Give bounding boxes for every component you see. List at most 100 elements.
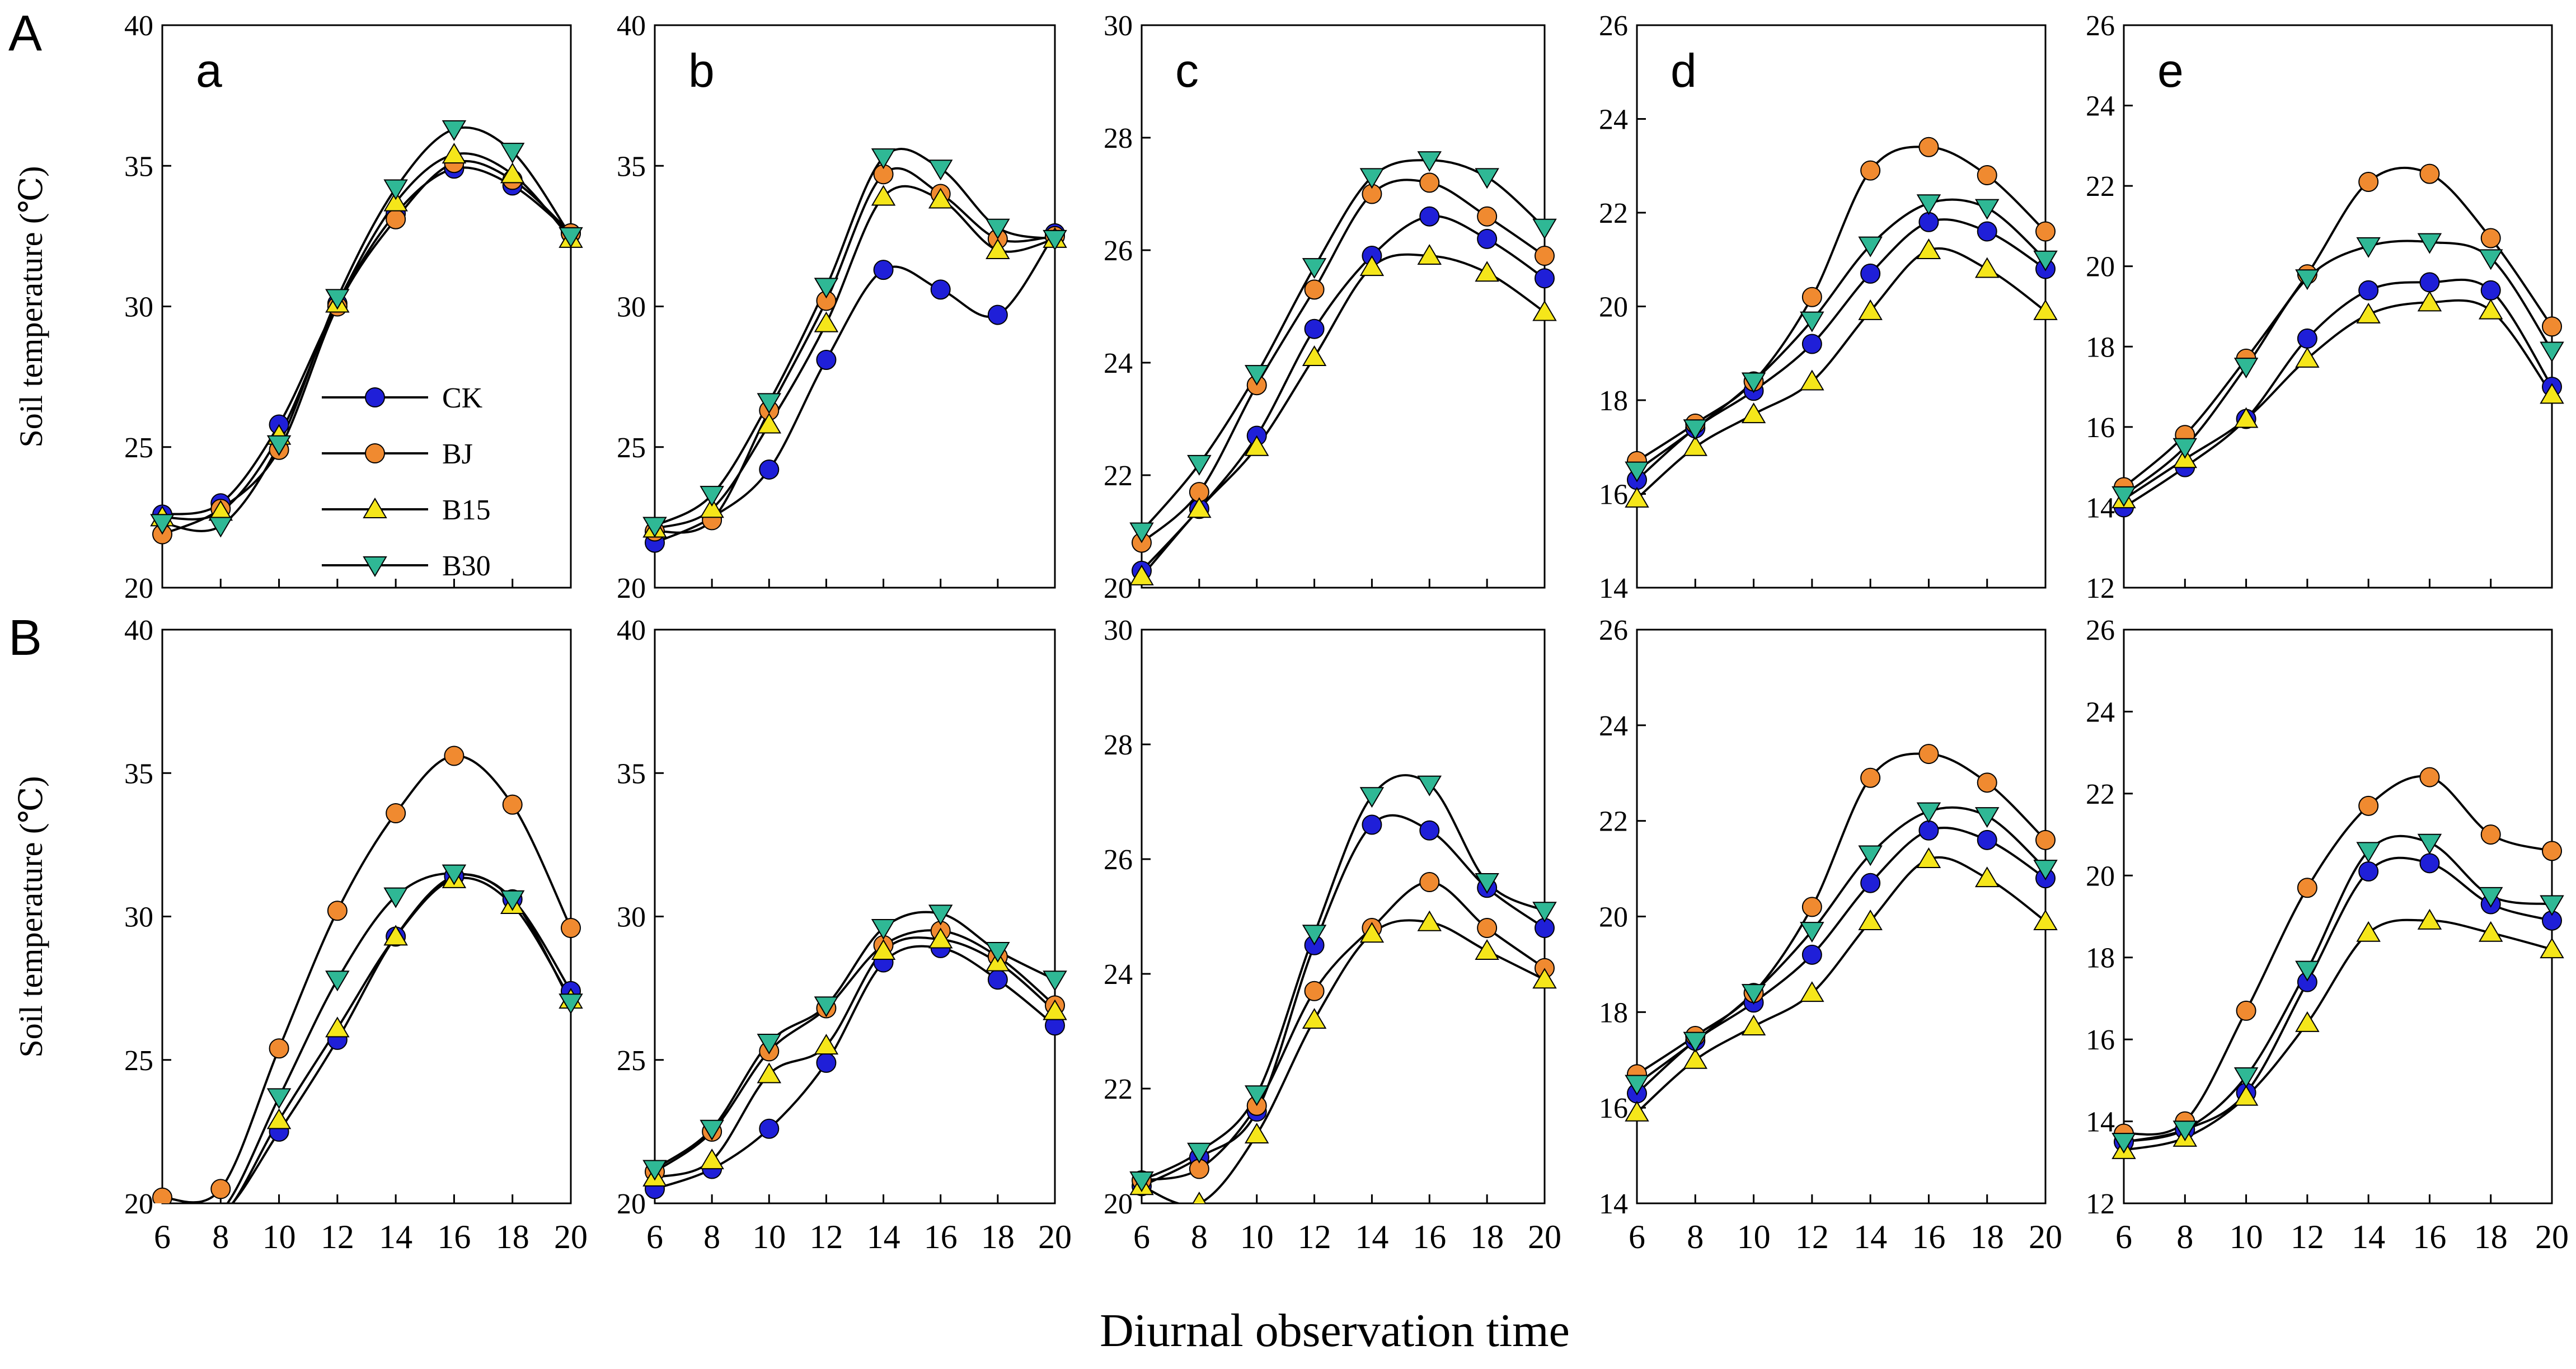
point-ck bbox=[1918, 212, 1939, 232]
y-tick-label: 20 bbox=[617, 1188, 646, 1220]
y-tick-label: 40 bbox=[617, 10, 646, 42]
point-b30 bbox=[1532, 902, 1557, 923]
point-b15 bbox=[2478, 921, 2503, 942]
point-ck bbox=[2419, 272, 2440, 293]
point-bj bbox=[1419, 172, 1440, 193]
plot-area bbox=[642, 904, 1067, 1199]
y-tick-label: 30 bbox=[1104, 615, 1133, 646]
series-line-b15 bbox=[1141, 253, 1546, 578]
point-b30 bbox=[1417, 151, 1442, 172]
series-line-ck bbox=[1141, 814, 1546, 1188]
point-b15 bbox=[1916, 238, 1941, 259]
point-b30 bbox=[757, 1034, 782, 1054]
point-b30 bbox=[1741, 984, 1766, 1005]
panel-letter: e bbox=[2157, 44, 2184, 97]
point-b15 bbox=[2033, 909, 2058, 931]
x-tick-label: 20 bbox=[1038, 1218, 1072, 1255]
point-b15 bbox=[1302, 345, 1327, 366]
plot-frame bbox=[161, 629, 572, 1204]
y-tick-label: 28 bbox=[1104, 729, 1133, 761]
x-tick-label: 16 bbox=[437, 1218, 471, 1255]
y-tick-label: 14 bbox=[1599, 1188, 1628, 1220]
point-b30 bbox=[325, 971, 350, 992]
point-ck bbox=[1977, 829, 1997, 850]
x-tick-label: 6 bbox=[646, 1218, 663, 1255]
panel-b-3: 20 22 24 26 28 30 6 8 10 12 14 16 18 20 bbox=[1104, 615, 1561, 1255]
plot-area bbox=[1625, 137, 2058, 508]
y-tick-label: 25 bbox=[617, 432, 646, 464]
point-bj bbox=[2035, 829, 2056, 850]
y-tick-label: 40 bbox=[124, 10, 153, 42]
point-b30 bbox=[383, 887, 408, 908]
point-b15 bbox=[986, 238, 1010, 259]
point-b30 bbox=[1043, 971, 1067, 992]
plot-area bbox=[2112, 767, 2564, 1159]
y-tick-label: 18 bbox=[2086, 331, 2115, 363]
series-line-b30 bbox=[2123, 834, 2552, 1143]
point-b15 bbox=[1800, 369, 1824, 391]
point-b30 bbox=[500, 890, 525, 911]
y-tick-label: 26 bbox=[1104, 235, 1133, 267]
point-b30 bbox=[642, 1160, 667, 1181]
point-ck bbox=[1304, 318, 1325, 339]
point-bj bbox=[327, 901, 348, 921]
panel-letter: a bbox=[196, 44, 222, 97]
point-b30 bbox=[1244, 1085, 1269, 1107]
point-b30 bbox=[559, 993, 583, 1015]
point-b30 bbox=[442, 864, 467, 885]
x-tick-label: 8 bbox=[703, 1218, 720, 1255]
panel-a-1: 20 25 30 35 40 a CK BJ B15 B30 bbox=[124, 10, 583, 604]
point-b30 bbox=[642, 517, 667, 538]
point-bj bbox=[1304, 981, 1325, 1001]
y-tick-label: 30 bbox=[124, 292, 153, 324]
point-b30 bbox=[1916, 194, 1941, 215]
x-tick-label: 16 bbox=[2413, 1218, 2446, 1255]
point-b30 bbox=[871, 919, 896, 940]
point-b15 bbox=[442, 143, 467, 164]
series-line-b30 bbox=[654, 148, 1055, 527]
point-b30 bbox=[2540, 341, 2564, 363]
y-tick-label: 18 bbox=[1599, 997, 1628, 1029]
plot-frame bbox=[1636, 24, 2047, 589]
y-tick-label: 14 bbox=[1599, 573, 1628, 604]
point-b15 bbox=[1417, 910, 1442, 931]
legend-label-bj: BJ bbox=[442, 438, 473, 470]
x-tick-label: 20 bbox=[554, 1218, 588, 1255]
y-tick-label: 22 bbox=[2086, 171, 2115, 203]
y-tick-label: 25 bbox=[617, 1045, 646, 1077]
point-b15 bbox=[1625, 486, 1649, 508]
point-b15 bbox=[1683, 435, 1708, 456]
point-b30 bbox=[2295, 960, 2320, 982]
point-b15 bbox=[871, 185, 896, 206]
y-tick-label: 26 bbox=[2086, 615, 2115, 646]
y-tick-label: 30 bbox=[617, 902, 646, 934]
point-b15 bbox=[325, 1016, 350, 1038]
point-ck bbox=[1977, 221, 1997, 242]
y-tick-label: 26 bbox=[1104, 844, 1133, 876]
point-bj bbox=[386, 803, 406, 823]
y-tick-label: 18 bbox=[1599, 385, 1628, 417]
y-tick-label: 40 bbox=[617, 615, 646, 646]
point-bj bbox=[502, 794, 523, 815]
point-b15 bbox=[757, 1062, 782, 1084]
row-label-a: A bbox=[8, 6, 42, 62]
point-bj bbox=[561, 918, 581, 938]
point-b30 bbox=[1129, 522, 1154, 543]
x-tick-label: 10 bbox=[1240, 1218, 1274, 1255]
point-b15 bbox=[1974, 257, 2000, 278]
point-b15 bbox=[1683, 1048, 1708, 1069]
point-b15 bbox=[2540, 937, 2564, 959]
point-b15 bbox=[2234, 1085, 2259, 1106]
point-b15 bbox=[1625, 1100, 1649, 1122]
point-b30 bbox=[2356, 842, 2381, 863]
point-b15 bbox=[383, 190, 408, 212]
x-tick-label: 6 bbox=[2115, 1218, 2132, 1255]
y-tick-label: 20 bbox=[1599, 902, 1628, 934]
y-tick-label: 12 bbox=[2086, 1188, 2115, 1220]
y-tick-label: 26 bbox=[1599, 10, 1628, 42]
panel-letter: b bbox=[688, 44, 715, 97]
series-line-ck bbox=[162, 166, 572, 516]
x-tick-label: 8 bbox=[212, 1218, 229, 1255]
y-tick-label: 20 bbox=[1599, 292, 1628, 324]
row-label-b: B bbox=[8, 610, 42, 666]
